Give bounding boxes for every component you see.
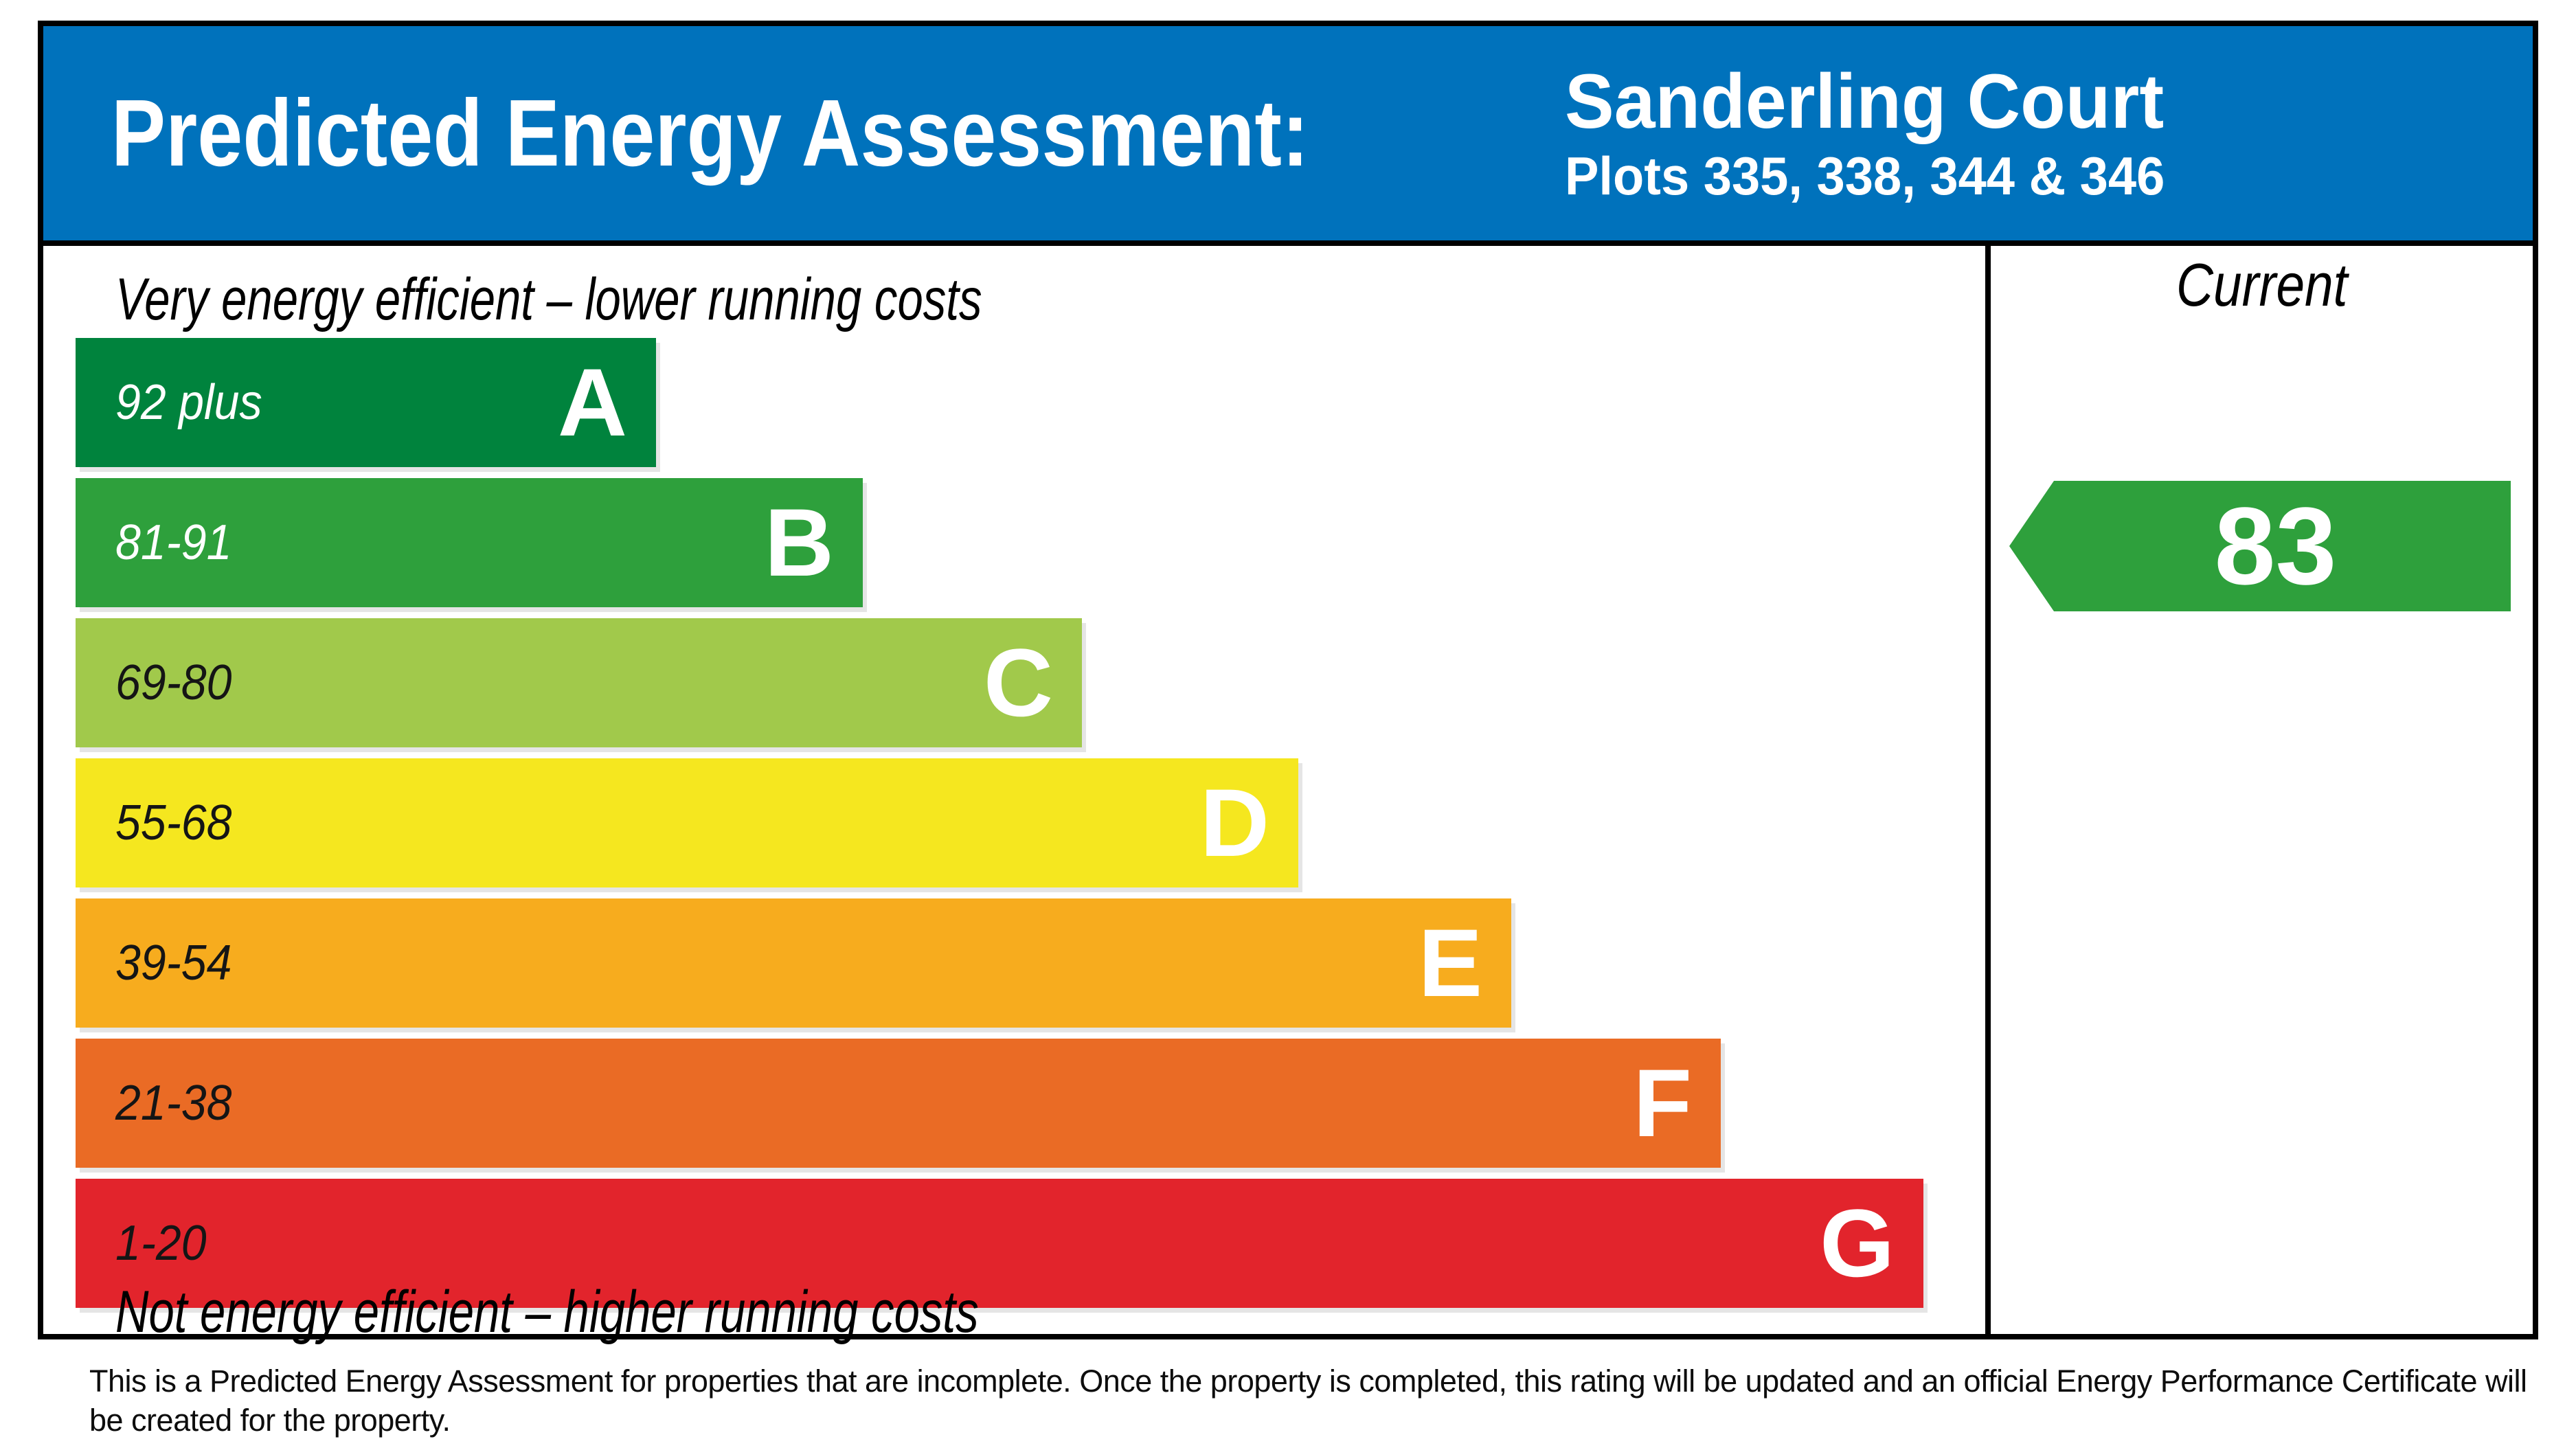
band-bar-a: 92 plus A [76, 338, 656, 467]
band-letter: E [1418, 909, 1482, 1017]
header: Predicted Energy Assessment: Sanderling … [43, 26, 2533, 246]
band-bar-g: 1-20 G [76, 1179, 1923, 1308]
band-bar-b: 81-91 B [76, 478, 863, 607]
current-column-label-text: Current [2176, 251, 2348, 319]
band-row-f: 21-38 F [76, 1039, 1985, 1168]
band-letter: B [764, 488, 834, 596]
band-letter: A [557, 348, 627, 456]
band-row-d: 55-68 D [76, 758, 1985, 887]
property-name: Sanderling Court [1565, 58, 2165, 144]
page-title: Predicted Energy Assessment: [111, 80, 1309, 186]
band-range-label: 55-68 [115, 795, 232, 850]
band-letter: F [1633, 1049, 1692, 1157]
property-info: Sanderling Court Plots 335, 338, 344 & 3… [1565, 62, 2196, 205]
current-rating-value: 83 [2214, 484, 2337, 607]
current-pane: Current 83 [1985, 246, 2533, 1334]
current-rating-arrow: 83 [2009, 481, 2511, 611]
band-row-b: 81-91 B [76, 478, 1985, 607]
band-bar-e: 39-54 E [76, 898, 1511, 1028]
band-range-label: 81-91 [115, 515, 232, 570]
band-letter: D [1199, 769, 1269, 876]
band-range-label: 92 plus [115, 375, 262, 430]
band-range-label: 21-38 [115, 1076, 232, 1131]
bottom-efficiency-label: Not energy efficient – higher running co… [115, 1279, 979, 1345]
band-row-e: 39-54 E [76, 898, 1985, 1028]
top-efficiency-label: Very energy efficient – lower running co… [115, 267, 982, 332]
bands-list: 92 plus A 81-91 B 69-80 C 55-68 D 39-54 E 21-38 F 1-… [76, 338, 1985, 1308]
epc-frame: Predicted Energy Assessment: Sanderling … [38, 21, 2538, 1345]
chart-area: Very energy efficient – lower running co… [43, 246, 2533, 1345]
band-row-c: 69-80 C [76, 618, 1985, 747]
band-bar-d: 55-68 D [76, 758, 1298, 887]
band-bar-f: 21-38 F [76, 1039, 1721, 1168]
band-letter: C [983, 629, 1053, 736]
band-row-a: 92 plus A [76, 338, 1985, 467]
band-range-label: 1-20 [115, 1216, 207, 1271]
band-range-label: 39-54 [115, 936, 232, 991]
band-bar-c: 69-80 C [76, 618, 1082, 747]
current-column-label: Current [1991, 254, 2533, 316]
band-row-g: 1-20 G [76, 1179, 1985, 1308]
property-plots: Plots 335, 338, 344 & 346 [1565, 146, 2165, 206]
footer-note: This is a Predicted Energy Assessment fo… [89, 1364, 2527, 1438]
bands-pane: Very energy efficient – lower running co… [43, 246, 1985, 1345]
band-range-label: 69-80 [115, 655, 232, 710]
band-letter: G [1820, 1189, 1895, 1297]
